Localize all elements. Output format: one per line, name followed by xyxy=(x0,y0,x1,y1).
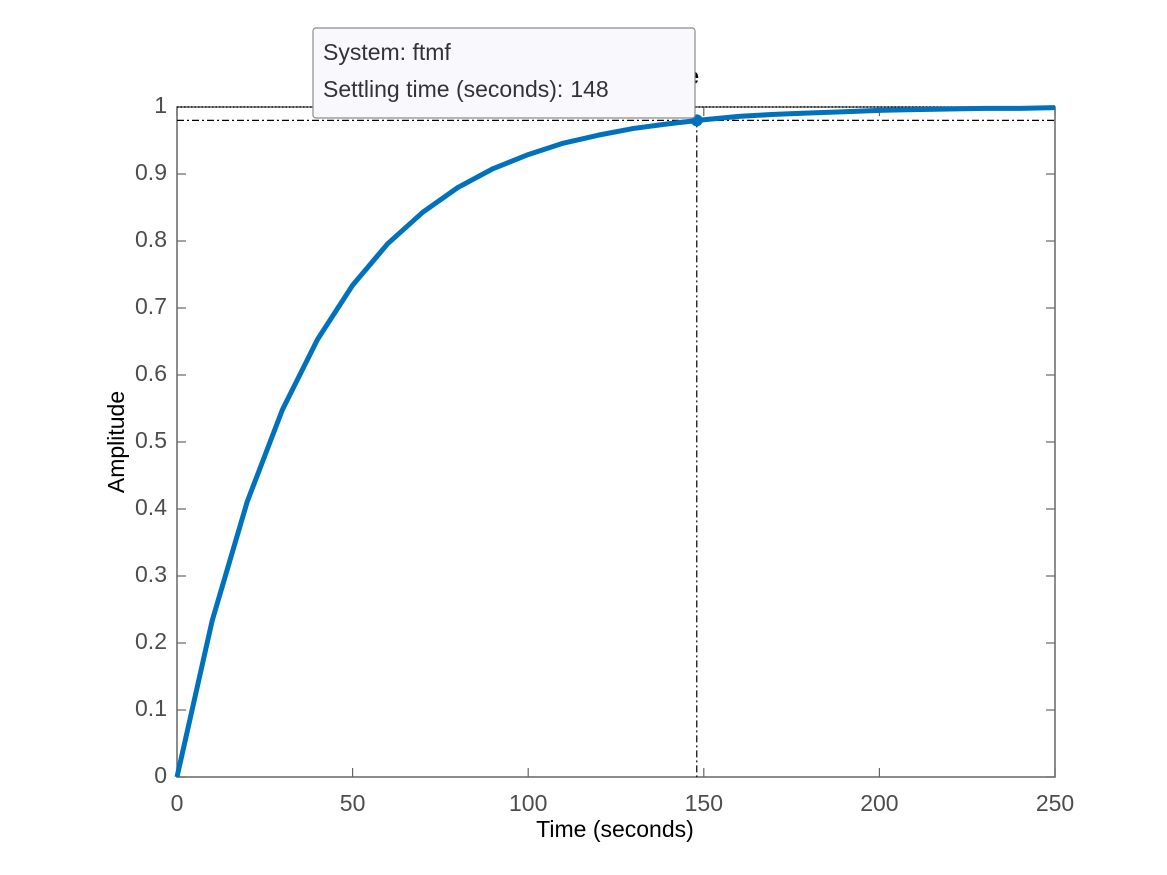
y-tick-label: 0 xyxy=(154,762,167,788)
y-tick-label: 1 xyxy=(154,92,167,118)
x-tick-label: 150 xyxy=(685,790,723,816)
y-tick-label: 0.7 xyxy=(135,293,167,319)
data-tip-box xyxy=(312,27,696,119)
y-tick-label: 0.1 xyxy=(135,695,167,721)
x-tick-label: 250 xyxy=(1036,790,1074,816)
plot-area xyxy=(176,106,1056,778)
y-axis-label: Amplitude xyxy=(103,391,129,493)
x-tick-label: 100 xyxy=(509,790,547,816)
y-tick-label: 0.9 xyxy=(135,159,167,185)
data-tip-settling-label: Settling time (seconds): xyxy=(323,76,563,102)
x-tick-label: 0 xyxy=(171,790,184,816)
x-axis-label: Time (seconds) xyxy=(536,816,694,842)
series-line xyxy=(174,105,1056,778)
data-tip-settling: Settling time (seconds): 148 xyxy=(323,76,609,102)
y-tick-label: 0.5 xyxy=(135,427,167,453)
data-tip-system: System: ftmf xyxy=(323,39,451,65)
y-tick-label: 0.4 xyxy=(135,494,167,520)
data-tip-settling-value: 148 xyxy=(570,76,608,102)
y-tick-label: 0.6 xyxy=(135,360,167,386)
y-tick-label: 0.8 xyxy=(135,226,167,252)
data-tip: System: ftmf Settling time (seconds): 148 xyxy=(312,27,696,119)
x-tick-label: 200 xyxy=(860,790,898,816)
y-tick-label: 0.3 xyxy=(135,561,167,587)
x-tick-label: 50 xyxy=(340,790,366,816)
y-tick-label: 0.2 xyxy=(135,628,167,654)
